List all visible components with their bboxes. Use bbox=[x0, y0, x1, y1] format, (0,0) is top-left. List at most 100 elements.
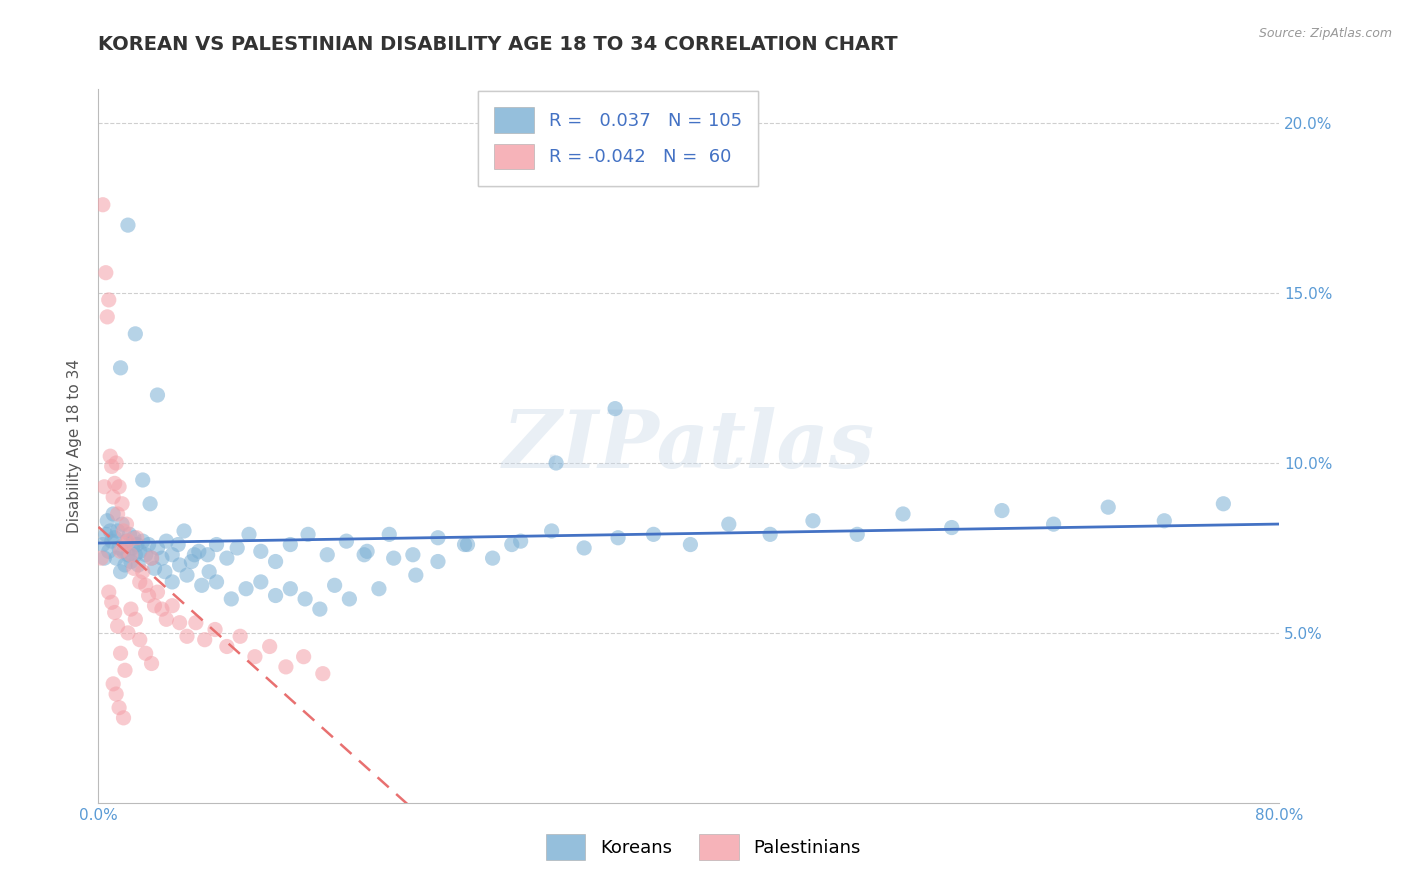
Point bbox=[100, 595, 122, 609]
Point bbox=[278, 537, 302, 551]
Point bbox=[90, 551, 112, 566]
Point bbox=[124, 326, 146, 341]
Point bbox=[167, 537, 190, 551]
Point bbox=[356, 544, 378, 558]
Point bbox=[215, 640, 238, 654]
Point bbox=[717, 517, 740, 532]
Point bbox=[93, 480, 115, 494]
Point bbox=[250, 574, 273, 589]
Point bbox=[368, 582, 391, 596]
Point bbox=[509, 534, 531, 549]
Point bbox=[323, 578, 346, 592]
Point bbox=[112, 544, 135, 558]
Point bbox=[124, 612, 146, 626]
Point bbox=[138, 537, 160, 551]
Text: ZIPatlas: ZIPatlas bbox=[503, 408, 875, 484]
Point bbox=[176, 568, 198, 582]
Point bbox=[155, 612, 177, 626]
Point bbox=[112, 524, 135, 538]
Point bbox=[125, 537, 148, 551]
Point bbox=[132, 565, 155, 579]
Point bbox=[94, 527, 117, 541]
Point bbox=[110, 544, 132, 558]
Point bbox=[546, 456, 568, 470]
Point bbox=[138, 589, 160, 603]
Point bbox=[111, 497, 134, 511]
Point bbox=[114, 558, 136, 572]
Point bbox=[605, 401, 627, 416]
Point bbox=[103, 677, 125, 691]
Point bbox=[941, 520, 963, 534]
Point bbox=[122, 561, 145, 575]
Point bbox=[176, 629, 198, 643]
Point bbox=[339, 591, 360, 606]
Point bbox=[316, 548, 339, 562]
Point bbox=[104, 531, 127, 545]
Point bbox=[128, 632, 150, 647]
Point bbox=[132, 473, 155, 487]
Legend: R =   0.037   N = 105, R = -0.042   N =  60: R = 0.037 N = 105, R = -0.042 N = 60 bbox=[478, 91, 758, 186]
Point bbox=[278, 582, 302, 596]
Point bbox=[382, 551, 405, 566]
Point bbox=[135, 548, 157, 562]
Point bbox=[162, 574, 183, 589]
Point bbox=[94, 266, 117, 280]
Point bbox=[93, 551, 115, 566]
Point bbox=[572, 541, 595, 555]
Point bbox=[427, 555, 450, 569]
Point bbox=[105, 551, 128, 566]
Point bbox=[501, 537, 523, 551]
Point bbox=[105, 687, 128, 701]
Point bbox=[112, 711, 135, 725]
Point bbox=[124, 548, 146, 562]
Point bbox=[402, 548, 425, 562]
Point bbox=[104, 606, 127, 620]
Point bbox=[143, 561, 166, 575]
Point bbox=[378, 527, 401, 541]
Point bbox=[643, 527, 665, 541]
Point bbox=[141, 551, 163, 566]
Point bbox=[125, 531, 148, 545]
Point bbox=[97, 544, 120, 558]
Point bbox=[103, 507, 125, 521]
Point bbox=[229, 629, 252, 643]
Point bbox=[204, 623, 226, 637]
Y-axis label: Disability Age 18 to 34: Disability Age 18 to 34 bbox=[67, 359, 83, 533]
Point bbox=[540, 524, 562, 538]
Point bbox=[115, 534, 138, 549]
Point bbox=[150, 602, 173, 616]
Point bbox=[107, 524, 129, 538]
Point bbox=[115, 517, 138, 532]
Point bbox=[146, 388, 169, 402]
Point bbox=[294, 591, 316, 606]
Point bbox=[100, 459, 122, 474]
Point bbox=[91, 537, 114, 551]
Point bbox=[891, 507, 914, 521]
Point bbox=[456, 537, 478, 551]
Point bbox=[141, 551, 163, 566]
Point bbox=[226, 541, 249, 555]
Point bbox=[97, 585, 120, 599]
Point bbox=[117, 218, 139, 232]
Point bbox=[110, 360, 132, 375]
Point bbox=[312, 666, 335, 681]
Point bbox=[120, 602, 142, 616]
Point bbox=[187, 544, 209, 558]
Point bbox=[98, 524, 121, 538]
Point bbox=[141, 657, 163, 671]
Point bbox=[1153, 514, 1175, 528]
Point bbox=[191, 578, 214, 592]
Point bbox=[100, 534, 122, 549]
Point bbox=[250, 544, 273, 558]
Point bbox=[309, 602, 332, 616]
Point bbox=[991, 503, 1014, 517]
Point bbox=[127, 558, 149, 572]
Point bbox=[91, 198, 114, 212]
Point bbox=[759, 527, 782, 541]
Point bbox=[120, 555, 142, 569]
Point bbox=[135, 578, 157, 592]
Point bbox=[110, 646, 132, 660]
Point bbox=[104, 476, 127, 491]
Point bbox=[135, 646, 157, 660]
Point bbox=[128, 544, 150, 558]
